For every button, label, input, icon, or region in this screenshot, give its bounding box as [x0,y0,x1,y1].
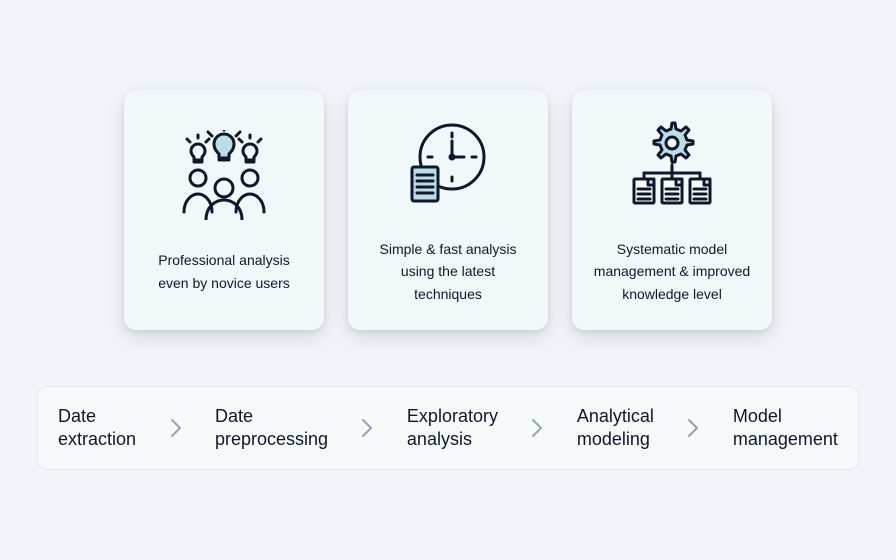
chevron-right-icon [687,418,699,438]
clock-doc-icon [398,114,498,214]
process-step-label: Dateextraction [58,406,136,449]
process-step: Exploratoryanalysis [407,405,498,452]
process-step-label: Exploratoryanalysis [407,406,498,449]
feature-card-caption: Simple & fast analysis using the latest … [366,238,530,305]
feature-cards: Professional analysis even by novice use… [124,90,772,330]
process-step: Analyticalmodeling [577,405,654,452]
feature-card-caption: Systematic model management & improved k… [590,238,754,305]
process-step-label: Modelmanagement [733,406,838,449]
process-step: Modelmanagement [733,405,838,452]
chevron-right-icon [361,418,373,438]
chevron-right-icon [531,418,543,438]
gear-docs-icon [622,114,722,214]
feature-card-caption: Professional analysis even by novice use… [142,249,306,294]
chevron-right-icon [170,418,182,438]
team-idea-icon [174,125,274,225]
process-step-label: Datepreprocessing [215,406,328,449]
feature-card: Professional analysis even by novice use… [124,90,324,330]
process-step: Dateextraction [58,405,136,452]
feature-card: Simple & fast analysis using the latest … [348,90,548,330]
process-step-label: Analyticalmodeling [577,406,654,449]
process-step: Datepreprocessing [215,405,328,452]
process-bar: Dateextraction Datepreprocessing Explora… [37,386,859,471]
feature-card: Systematic model management & improved k… [572,90,772,330]
